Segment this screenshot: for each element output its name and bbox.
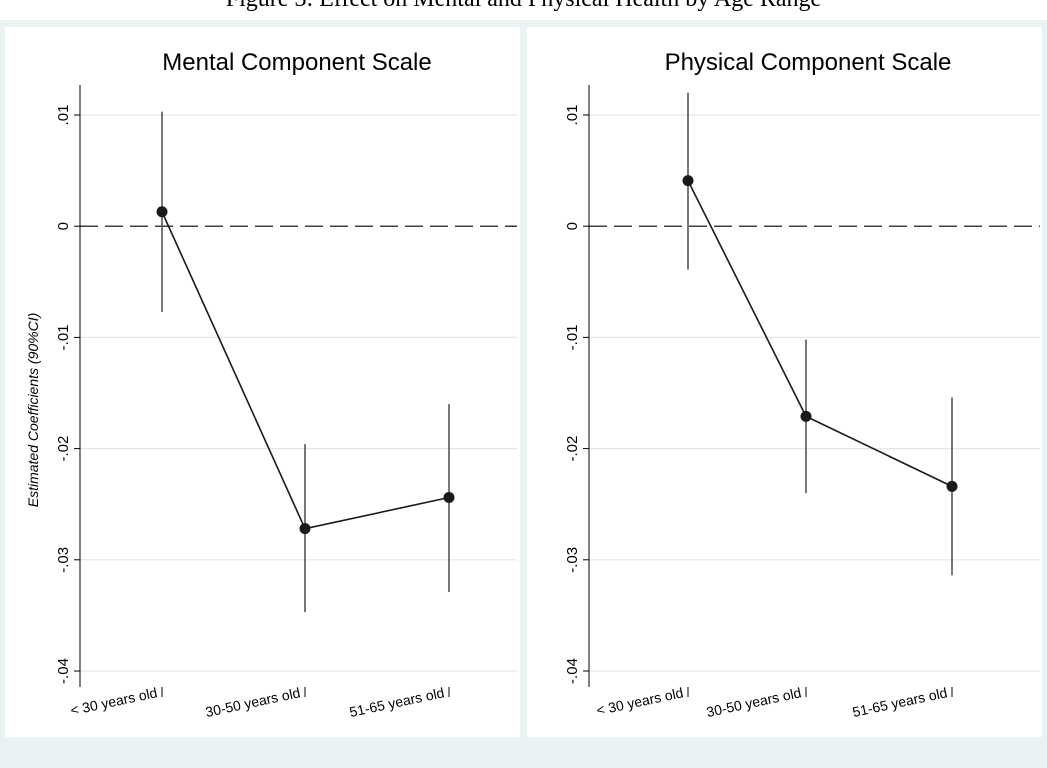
chart-title-physical: Physical Component Scale bbox=[665, 49, 952, 76]
y-tick-label: -.03 bbox=[55, 547, 72, 573]
points-physical bbox=[682, 175, 958, 492]
plot-area-mental bbox=[5, 27, 520, 737]
y-tick-label: .01 bbox=[55, 105, 72, 126]
y-tick-label: -.02 bbox=[564, 436, 581, 462]
y-axis-label: Estimated Coefficients (90%CI) bbox=[25, 313, 41, 508]
y-tick-label: 0 bbox=[55, 222, 72, 230]
plot-area-physical bbox=[527, 27, 1042, 737]
y-tick-label: -.01 bbox=[564, 324, 581, 350]
gridlines-physical bbox=[589, 114, 1040, 672]
y-tick-label: .01 bbox=[564, 105, 581, 126]
panel-mental: Mental Component Scale Estimated Coeffic… bbox=[5, 27, 520, 737]
y-tick-label: -.03 bbox=[564, 547, 581, 573]
data-point-physical bbox=[946, 480, 958, 492]
y-tick-label: -.02 bbox=[55, 436, 72, 462]
gridlines-mental bbox=[80, 114, 517, 672]
y-tick-label: -.04 bbox=[564, 658, 581, 684]
y-tick-label: -.01 bbox=[55, 324, 72, 350]
y-tick-label: -.04 bbox=[55, 658, 72, 684]
points-mental bbox=[156, 206, 455, 535]
data-point-mental bbox=[156, 206, 168, 218]
data-point-physical bbox=[682, 175, 694, 187]
data-point-mental bbox=[299, 523, 311, 535]
y-ticks-physical: .01 0 -.01 -.02 -.03 -.04 bbox=[564, 105, 589, 684]
y-ticks-mental: .01 0 -.01 -.02 -.03 -.04 bbox=[55, 105, 80, 684]
y-tick-label: 0 bbox=[564, 222, 581, 230]
data-point-mental bbox=[443, 492, 455, 504]
figure-caption: Figure 3: Effect on Mental and Physical … bbox=[0, 0, 1047, 13]
chart-title-mental: Mental Component Scale bbox=[162, 49, 431, 76]
data-point-physical bbox=[800, 410, 812, 422]
panel-physical: Physical Component Scale .01 0 -.01 -.02 -.0… bbox=[527, 27, 1042, 737]
